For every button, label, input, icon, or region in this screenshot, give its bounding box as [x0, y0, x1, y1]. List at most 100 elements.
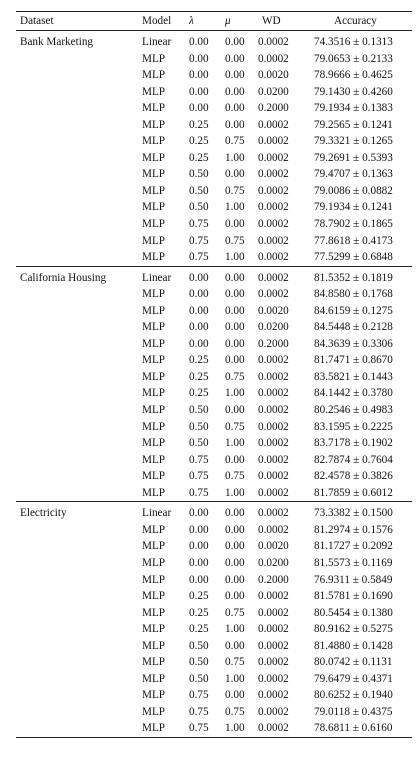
- cell-mu: 1.00: [225, 623, 245, 636]
- cell-mu: 0.75: [225, 606, 245, 619]
- cell-mu: 0.00: [225, 523, 245, 536]
- cell-model: MLP: [142, 234, 166, 247]
- cell-accuracy: 77.5299 ± 0.6848: [314, 251, 393, 264]
- table-row: MLP 0.75 0.00 0.0002 78.7902 ± 0.1865: [16, 216, 412, 233]
- cell-dataset: [16, 654, 142, 671]
- cell-model: MLP: [142, 656, 166, 669]
- cell-mu: 0.00: [225, 540, 245, 553]
- cell-dataset: Electricity: [20, 507, 67, 520]
- cell-lambda: 0.00: [189, 304, 209, 317]
- cell-mu: 1.00: [225, 672, 245, 685]
- table-row: MLP 0.50 0.75 0.0002 79.0086 ± 0.0882: [16, 183, 412, 200]
- cell-model: MLP: [142, 556, 166, 569]
- table-row: MLP 0.00 0.00 0.0200 84.5448 ± 0.2128: [16, 319, 412, 336]
- table-row: MLP 0.75 0.75 0.0002 82.4578 ± 0.3826: [16, 468, 412, 485]
- cell-dataset: [16, 216, 142, 233]
- cell-weight-decay: 0.2000: [258, 102, 289, 115]
- cell-lambda: 0.75: [189, 251, 209, 264]
- table-row: MLP 0.00 0.00 0.0002 81.2974 ± 0.1576: [16, 522, 412, 539]
- cell-weight-decay: 0.0020: [258, 304, 289, 317]
- cell-weight-decay: 0.0002: [258, 722, 289, 735]
- cell-dataset: [16, 485, 142, 502]
- cell-dataset: [16, 704, 142, 721]
- cell-accuracy: 81.7859 ± 0.6012: [314, 486, 393, 499]
- table-row: MLP 0.50 1.00 0.0002 79.6479 ± 0.4371: [16, 671, 412, 688]
- cell-weight-decay: 0.0020: [258, 69, 289, 82]
- cell-lambda: 0.50: [189, 656, 209, 669]
- cell-accuracy: 80.0742 ± 0.1131: [314, 656, 393, 669]
- cell-weight-decay: 0.0002: [258, 606, 289, 619]
- table-row: MLP 0.50 0.75 0.0002 83.1595 ± 0.2225: [16, 419, 412, 436]
- cell-weight-decay: 0.0002: [258, 201, 289, 214]
- cell-dataset: [16, 183, 142, 200]
- cell-accuracy: 79.3321 ± 0.1265: [314, 135, 393, 148]
- cell-lambda: 0.50: [189, 168, 209, 181]
- cell-lambda: 0.25: [189, 151, 209, 164]
- cell-dataset: [16, 319, 142, 336]
- cell-dataset: [16, 555, 142, 572]
- cell-weight-decay: 0.0002: [258, 234, 289, 247]
- cell-model: MLP: [142, 639, 166, 652]
- table-row: MLP 0.25 0.00 0.0002 81.7471 ± 0.8670: [16, 352, 412, 369]
- cell-lambda: 0.50: [189, 404, 209, 417]
- cell-dataset: [16, 166, 142, 183]
- table-row: MLP 0.00 0.00 0.2000 76.9311 ± 0.5849: [16, 572, 412, 589]
- cell-lambda: 0.50: [189, 201, 209, 214]
- cell-mu: 0.75: [225, 370, 245, 383]
- table-row: MLP 0.00 0.00 0.0200 79.1430 ± 0.4260: [16, 84, 412, 101]
- cell-lambda: 0.75: [189, 689, 209, 702]
- cell-weight-decay: 0.0002: [258, 639, 289, 652]
- cell-lambda: 0.50: [189, 639, 209, 652]
- table-row: MLP 0.25 1.00 0.0002 84.1442 ± 0.3780: [16, 385, 412, 402]
- table-row: MLP 0.75 0.00 0.0002 82.7874 ± 0.7604: [16, 452, 412, 469]
- cell-model: MLP: [142, 69, 166, 82]
- table-row: MLP 0.25 0.00 0.0002 79.2565 ± 0.1241: [16, 117, 412, 134]
- cell-model: MLP: [142, 168, 166, 181]
- cell-model: MLP: [142, 337, 166, 350]
- cell-weight-decay: 0.0002: [258, 523, 289, 536]
- cell-weight-decay: 0.0002: [258, 288, 289, 301]
- header-row: Dataset Model λ μ WD Accuracy: [16, 11, 412, 31]
- cell-mu: 0.75: [225, 420, 245, 433]
- cell-lambda: 0.75: [189, 722, 209, 735]
- cell-dataset: [16, 588, 142, 605]
- cell-model: MLP: [142, 184, 166, 197]
- cell-accuracy: 81.2974 ± 0.1576: [314, 523, 393, 536]
- cell-lambda: 0.75: [189, 218, 209, 231]
- cell-mu: 0.00: [225, 304, 245, 317]
- cell-mu: 1.00: [225, 387, 245, 400]
- cell-mu: 0.75: [225, 470, 245, 483]
- cell-model: MLP: [142, 118, 166, 131]
- table-row: MLP 0.50 0.75 0.0002 80.0742 ± 0.1131: [16, 654, 412, 671]
- cell-model: MLP: [142, 573, 166, 586]
- cell-accuracy: 80.9162 ± 0.5275: [314, 623, 393, 636]
- cell-model: MLP: [142, 623, 166, 636]
- header-lambda: λ: [189, 15, 194, 27]
- results-table: Dataset Model λ μ WD Accuracy Bank Marke…: [16, 11, 412, 738]
- cell-model: MLP: [142, 705, 166, 718]
- cell-mu: 0.00: [225, 590, 245, 603]
- table-row: MLP 0.00 0.00 0.0020 78.9666 ± 0.4625: [16, 67, 412, 84]
- cell-dataset: [16, 621, 142, 638]
- cell-dataset: [16, 638, 142, 655]
- cell-weight-decay: 0.0002: [258, 151, 289, 164]
- cell-mu: 0.75: [225, 135, 245, 148]
- cell-mu: 0.00: [225, 288, 245, 301]
- cell-weight-decay: 0.0002: [258, 590, 289, 603]
- cell-mu: 0.00: [225, 507, 245, 520]
- cell-model: MLP: [142, 689, 166, 702]
- cell-weight-decay: 0.0002: [258, 354, 289, 367]
- cell-lambda: 0.00: [189, 523, 209, 536]
- cell-mu: 0.00: [225, 85, 245, 98]
- cell-dataset: [16, 199, 142, 216]
- cell-lambda: 0.50: [189, 672, 209, 685]
- cell-model: MLP: [142, 437, 166, 450]
- cell-dataset: [16, 419, 142, 436]
- table-row: MLP 0.75 1.00 0.0002 81.7859 ± 0.6012: [16, 485, 412, 502]
- cell-mu: 1.00: [225, 251, 245, 264]
- cell-accuracy: 78.9666 ± 0.4625: [314, 69, 393, 82]
- cell-accuracy: 79.1430 ± 0.4260: [314, 85, 393, 98]
- header-weight-decay: WD: [262, 15, 281, 27]
- table-row: MLP 0.75 0.00 0.0002 80.6252 ± 0.1940: [16, 687, 412, 704]
- cell-lambda: 0.25: [189, 370, 209, 383]
